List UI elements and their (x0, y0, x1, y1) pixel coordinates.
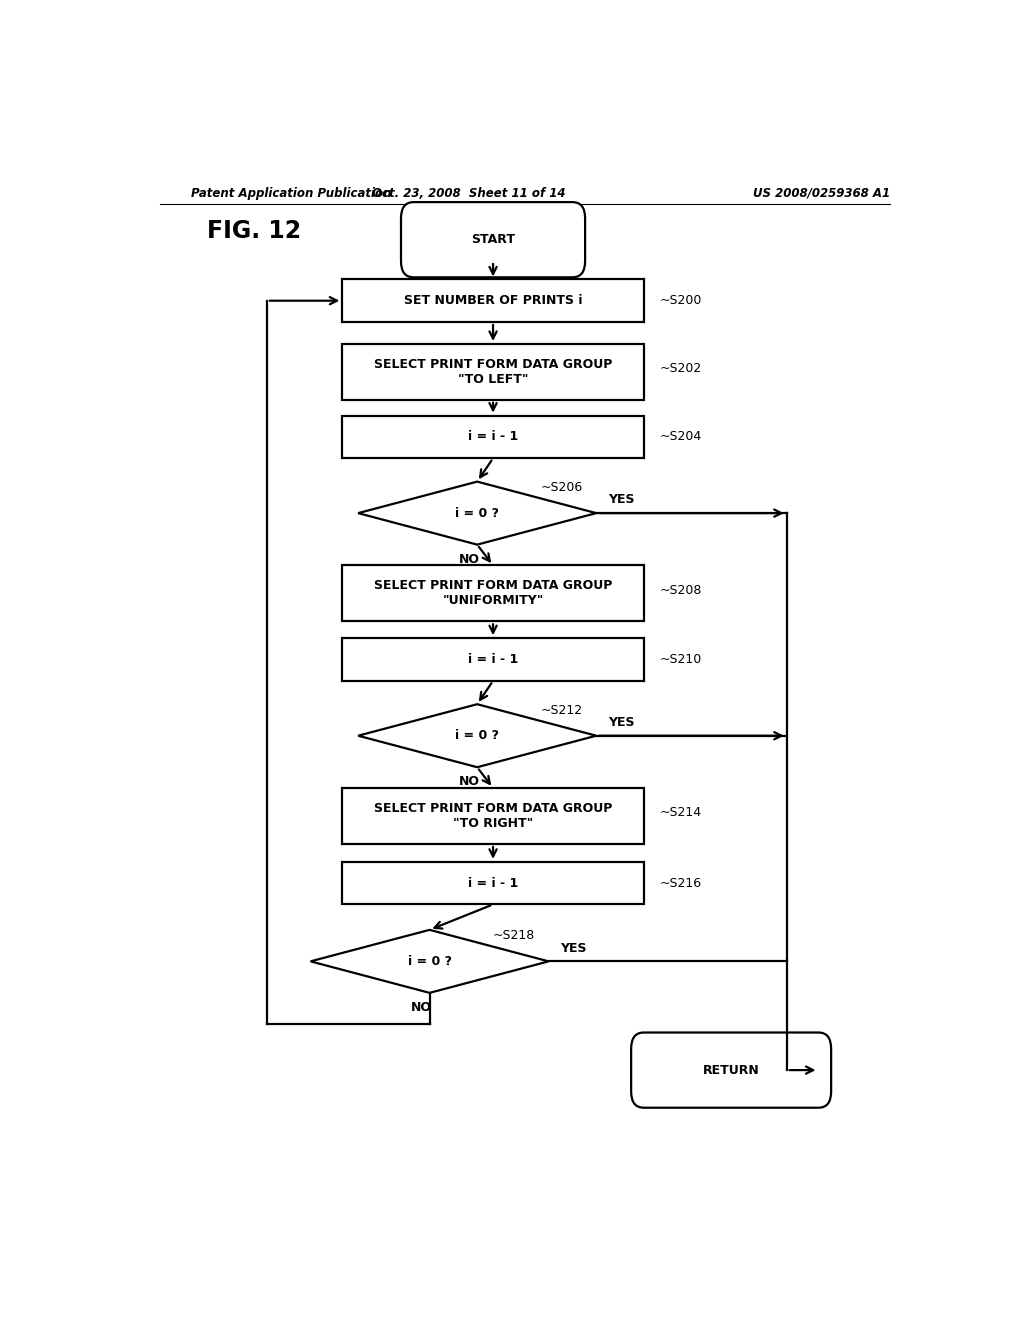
Text: i = i - 1: i = i - 1 (468, 653, 518, 667)
Text: i = i - 1: i = i - 1 (468, 430, 518, 444)
Text: ~S208: ~S208 (659, 583, 702, 597)
Text: Oct. 23, 2008  Sheet 11 of 14: Oct. 23, 2008 Sheet 11 of 14 (373, 187, 566, 199)
Text: ~S214: ~S214 (659, 807, 701, 820)
Text: US 2008/0259368 A1: US 2008/0259368 A1 (753, 187, 890, 199)
Text: ~S210: ~S210 (659, 653, 702, 667)
Polygon shape (358, 704, 596, 767)
Text: NO: NO (411, 1001, 432, 1014)
Text: ~S206: ~S206 (541, 482, 583, 494)
Text: ~S218: ~S218 (494, 929, 536, 942)
Text: i = 0 ?: i = 0 ? (456, 729, 499, 742)
Text: ~S200: ~S200 (659, 294, 702, 308)
Bar (342, 280, 644, 322)
Text: FIG. 12: FIG. 12 (207, 219, 301, 243)
Bar (342, 788, 644, 843)
Text: ~S212: ~S212 (541, 704, 583, 717)
Bar (342, 565, 644, 622)
Bar (342, 638, 644, 681)
Text: NO: NO (459, 775, 480, 788)
FancyBboxPatch shape (401, 202, 585, 277)
Text: ~S202: ~S202 (659, 362, 702, 375)
Text: SELECT PRINT FORM DATA GROUP
"TO LEFT": SELECT PRINT FORM DATA GROUP "TO LEFT" (374, 358, 612, 385)
Polygon shape (358, 482, 596, 545)
Text: i = i - 1: i = i - 1 (468, 876, 518, 890)
Text: RETURN: RETURN (702, 1064, 760, 1077)
Text: Patent Application Publication: Patent Application Publication (191, 187, 392, 199)
Bar (342, 862, 644, 904)
Bar (342, 345, 644, 400)
Text: i = 0 ?: i = 0 ? (408, 954, 452, 968)
Text: SELECT PRINT FORM DATA GROUP
"UNIFORMITY": SELECT PRINT FORM DATA GROUP "UNIFORMITY… (374, 579, 612, 607)
Text: SET NUMBER OF PRINTS i: SET NUMBER OF PRINTS i (403, 294, 583, 308)
Text: NO: NO (459, 553, 480, 566)
FancyBboxPatch shape (631, 1032, 831, 1107)
Text: SELECT PRINT FORM DATA GROUP
"TO RIGHT": SELECT PRINT FORM DATA GROUP "TO RIGHT" (374, 803, 612, 830)
Bar (342, 416, 644, 458)
Text: ~S216: ~S216 (659, 876, 701, 890)
Text: i = 0 ?: i = 0 ? (456, 507, 499, 520)
Text: ~S204: ~S204 (659, 430, 702, 444)
Polygon shape (310, 929, 549, 993)
Text: YES: YES (608, 494, 635, 507)
Text: START: START (471, 234, 515, 247)
Text: YES: YES (560, 941, 587, 954)
Text: YES: YES (608, 715, 635, 729)
